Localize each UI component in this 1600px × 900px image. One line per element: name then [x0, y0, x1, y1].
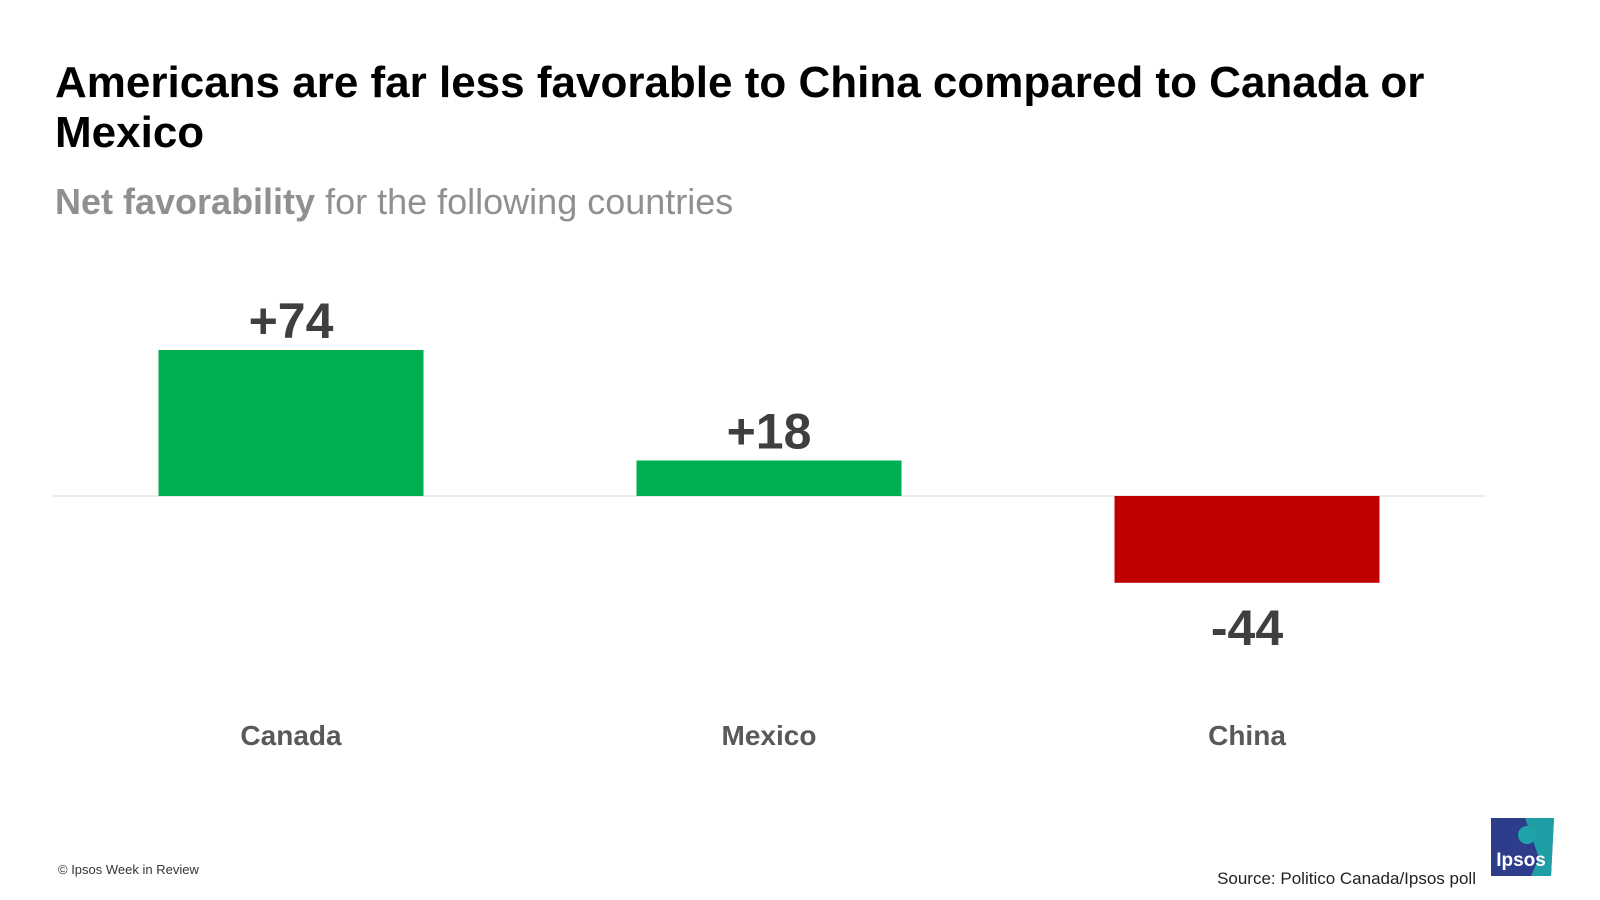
chart-title: Americans are far less favorable to Chin… [55, 58, 1425, 157]
category-label-mexico: Mexico [722, 720, 817, 751]
value-label-canada: +74 [249, 293, 334, 349]
bar-mexico [636, 460, 902, 496]
logo-wordmark: Ipsos [1496, 850, 1546, 871]
bar-china [1114, 496, 1380, 583]
source-note: Source: Politico Canada/Ipsos poll [1217, 869, 1476, 888]
subtitle-emphasis: Net favorability [55, 181, 316, 222]
category-label-china: China [1208, 720, 1286, 751]
category-label-canada: Canada [240, 720, 342, 751]
value-label-mexico: +18 [727, 403, 812, 459]
value-label-china: -44 [1211, 600, 1283, 656]
bar-canada [158, 349, 424, 496]
copyright-note: © Ipsos Week in Review [58, 862, 199, 877]
ipsos-logo: Ipsos [1491, 818, 1554, 876]
chart-subtitle: Net favorability for the following count… [55, 180, 733, 224]
subtitle-rest: for the following countries [315, 181, 734, 222]
